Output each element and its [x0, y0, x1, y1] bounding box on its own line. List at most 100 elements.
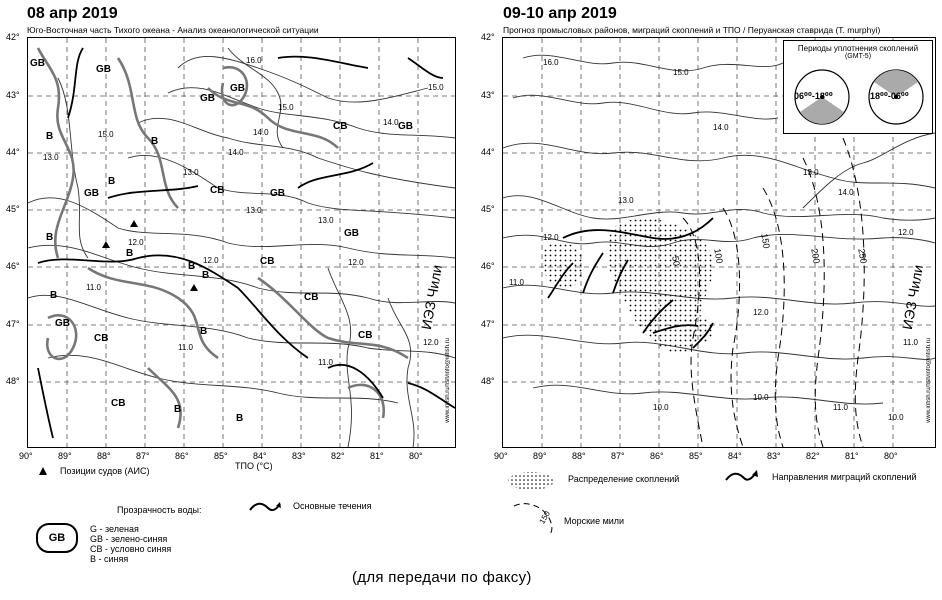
lon-label: 87° [136, 451, 150, 461]
water-label: GB [84, 188, 99, 199]
isotherm-label: 15.0 [98, 130, 114, 139]
lat-label: 48° [6, 376, 20, 386]
migration-icon [725, 470, 758, 481]
lat-label: 44° [481, 147, 495, 157]
isotherm-label: 13.0 [618, 196, 634, 205]
right-isotherm-lines [503, 54, 935, 405]
isotherm-label: 13.0 [43, 153, 59, 162]
lat-label: 43° [6, 90, 20, 100]
isotherm-label: 10.0 [653, 403, 669, 412]
water-label: CB [94, 333, 109, 344]
lon-label: 80° [884, 451, 898, 461]
distribution-icon [508, 472, 554, 490]
isotherm-label: 14.0 [383, 118, 399, 127]
water-label: CB [358, 330, 373, 341]
lon-label: 82° [331, 451, 345, 461]
clock1-label: 06⁰⁰-18⁰⁰ [794, 91, 833, 101]
water-label: B [236, 413, 244, 424]
left-water-boundaries [36, 47, 409, 429]
clock2-label: 18⁰⁰-06⁰⁰ [870, 91, 909, 101]
isotherm-label: 10.0 [753, 393, 769, 402]
lon-label: 88° [97, 451, 111, 461]
lon-label: 82° [806, 451, 820, 461]
lat-label: 46° [481, 261, 495, 271]
isotherm-label: 14.0 [228, 148, 244, 157]
clock-icon [868, 69, 924, 125]
isotherm-label: 13.0 [318, 216, 334, 225]
isotherm-label: 10.0 [888, 413, 904, 422]
left-map-grid [28, 38, 455, 447]
water-label: CB [333, 121, 348, 132]
front-line [562, 217, 714, 240]
left-vessel-markers [102, 220, 198, 291]
lon-label: 89° [533, 451, 547, 461]
lat-label: 46° [6, 261, 20, 271]
isotherm-label: 11.0 [318, 358, 333, 367]
isotherm-label: 14.0 [838, 188, 854, 197]
lat-label: 43° [481, 90, 495, 100]
lon-label: 86° [650, 451, 664, 461]
legend-transparency-item: GB - зелено-синяя [90, 534, 168, 544]
lon-label: 85° [689, 451, 703, 461]
water-label: B [46, 232, 54, 243]
lon-label: 87° [611, 451, 625, 461]
isotherm-label: 14.0 [253, 128, 269, 137]
legend-miles: Морские мили [564, 516, 625, 526]
left-map-canvas [28, 38, 455, 447]
left-isotherm-lines [28, 47, 455, 447]
periods-subtitle: (GMT-5) [844, 53, 872, 60]
periods-box: Периоды уплотнения скоплений (GMT-5) 06⁰… [783, 40, 933, 134]
lon-label: 84° [728, 451, 742, 461]
isotherm-label: 15.0 [428, 83, 444, 92]
periods-title: Периоды уплотнения скоплений [797, 44, 919, 53]
legend-transparency-item: G - зеленая [90, 524, 139, 534]
lon-label: 80° [409, 451, 423, 461]
lat-label: 47° [481, 319, 495, 329]
left-map-frame: GB GB GB B B B GB CB GB CB GB B B B CB G… [27, 37, 456, 448]
isotherm-label: 16.0 [246, 56, 262, 65]
lon-label: 88° [572, 451, 586, 461]
right-map-frame: Периоды уплотнения скоплений (GMT-5) 06⁰… [502, 37, 936, 448]
water-label: B [50, 290, 58, 301]
left-currents [37, 47, 455, 439]
legend-transparency-title: Прозрачность воды: [117, 505, 202, 515]
legend-distribution: Распределение скоплений [568, 474, 680, 484]
isotherm-label: 11.0 [178, 343, 193, 352]
aggregation-area [541, 242, 584, 289]
lon-label: 90° [494, 451, 508, 461]
water-label: B [151, 136, 159, 147]
water-label: GB [200, 93, 215, 104]
water-label: GB [230, 83, 245, 94]
isotherm-label: 13.0 [183, 168, 199, 177]
lat-label: 45° [481, 204, 495, 214]
credit-text: www.infish.ru/fish/info@infish.ru [926, 338, 932, 423]
miles-icon [513, 503, 553, 535]
lat-label: 47° [6, 319, 20, 329]
credit-text: www.infish.ru/fish/info@infish.ru [445, 338, 451, 423]
distance-label: 50 [670, 255, 682, 267]
lon-label: 83° [292, 451, 306, 461]
water-label: GB [270, 188, 285, 199]
isotherm-label: 13.0 [803, 168, 819, 177]
distance-arcs [682, 137, 865, 447]
water-label: B [126, 248, 134, 259]
water-label: GB [30, 58, 45, 69]
current-icon [249, 502, 281, 512]
water-label: CB [260, 256, 275, 267]
isotherm-label: 15.0 [278, 103, 294, 112]
right-map-subtitle: Прогноз промысловых районов, миграций ск… [503, 25, 881, 35]
water-label: B [108, 176, 116, 187]
water-label: CB [304, 292, 319, 303]
water-label: GB [344, 228, 359, 239]
isotherm-label: 12.0 [203, 256, 219, 265]
lat-label: 45° [6, 204, 20, 214]
water-label: CB [210, 185, 225, 196]
isotherm-label: 12.0 [543, 233, 559, 242]
isotherm-label: 11.0 [833, 403, 848, 412]
lon-label: 89° [58, 451, 72, 461]
lat-label: 42° [6, 32, 20, 42]
isotherm-label: 11.0 [903, 338, 918, 347]
isotherm-label: 12.0 [753, 308, 769, 317]
lon-label: 81° [845, 451, 859, 461]
axis-caption: ТПО (°C) [235, 461, 273, 471]
